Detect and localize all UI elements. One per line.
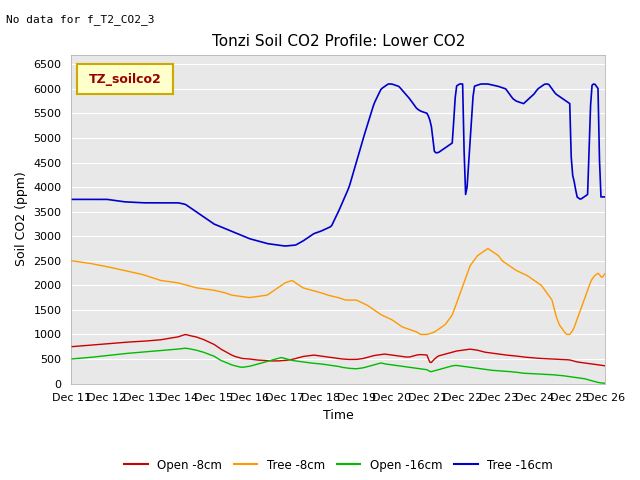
Title: Tonzi Soil CO2 Profile: Lower CO2: Tonzi Soil CO2 Profile: Lower CO2 [212, 34, 465, 49]
X-axis label: Time: Time [323, 409, 354, 422]
Legend: Open -8cm, Tree -8cm, Open -16cm, Tree -16cm: Open -8cm, Tree -8cm, Open -16cm, Tree -… [119, 454, 557, 476]
Text: No data for f_T2_CO2_3: No data for f_T2_CO2_3 [6, 14, 155, 25]
Y-axis label: Soil CO2 (ppm): Soil CO2 (ppm) [15, 172, 28, 266]
